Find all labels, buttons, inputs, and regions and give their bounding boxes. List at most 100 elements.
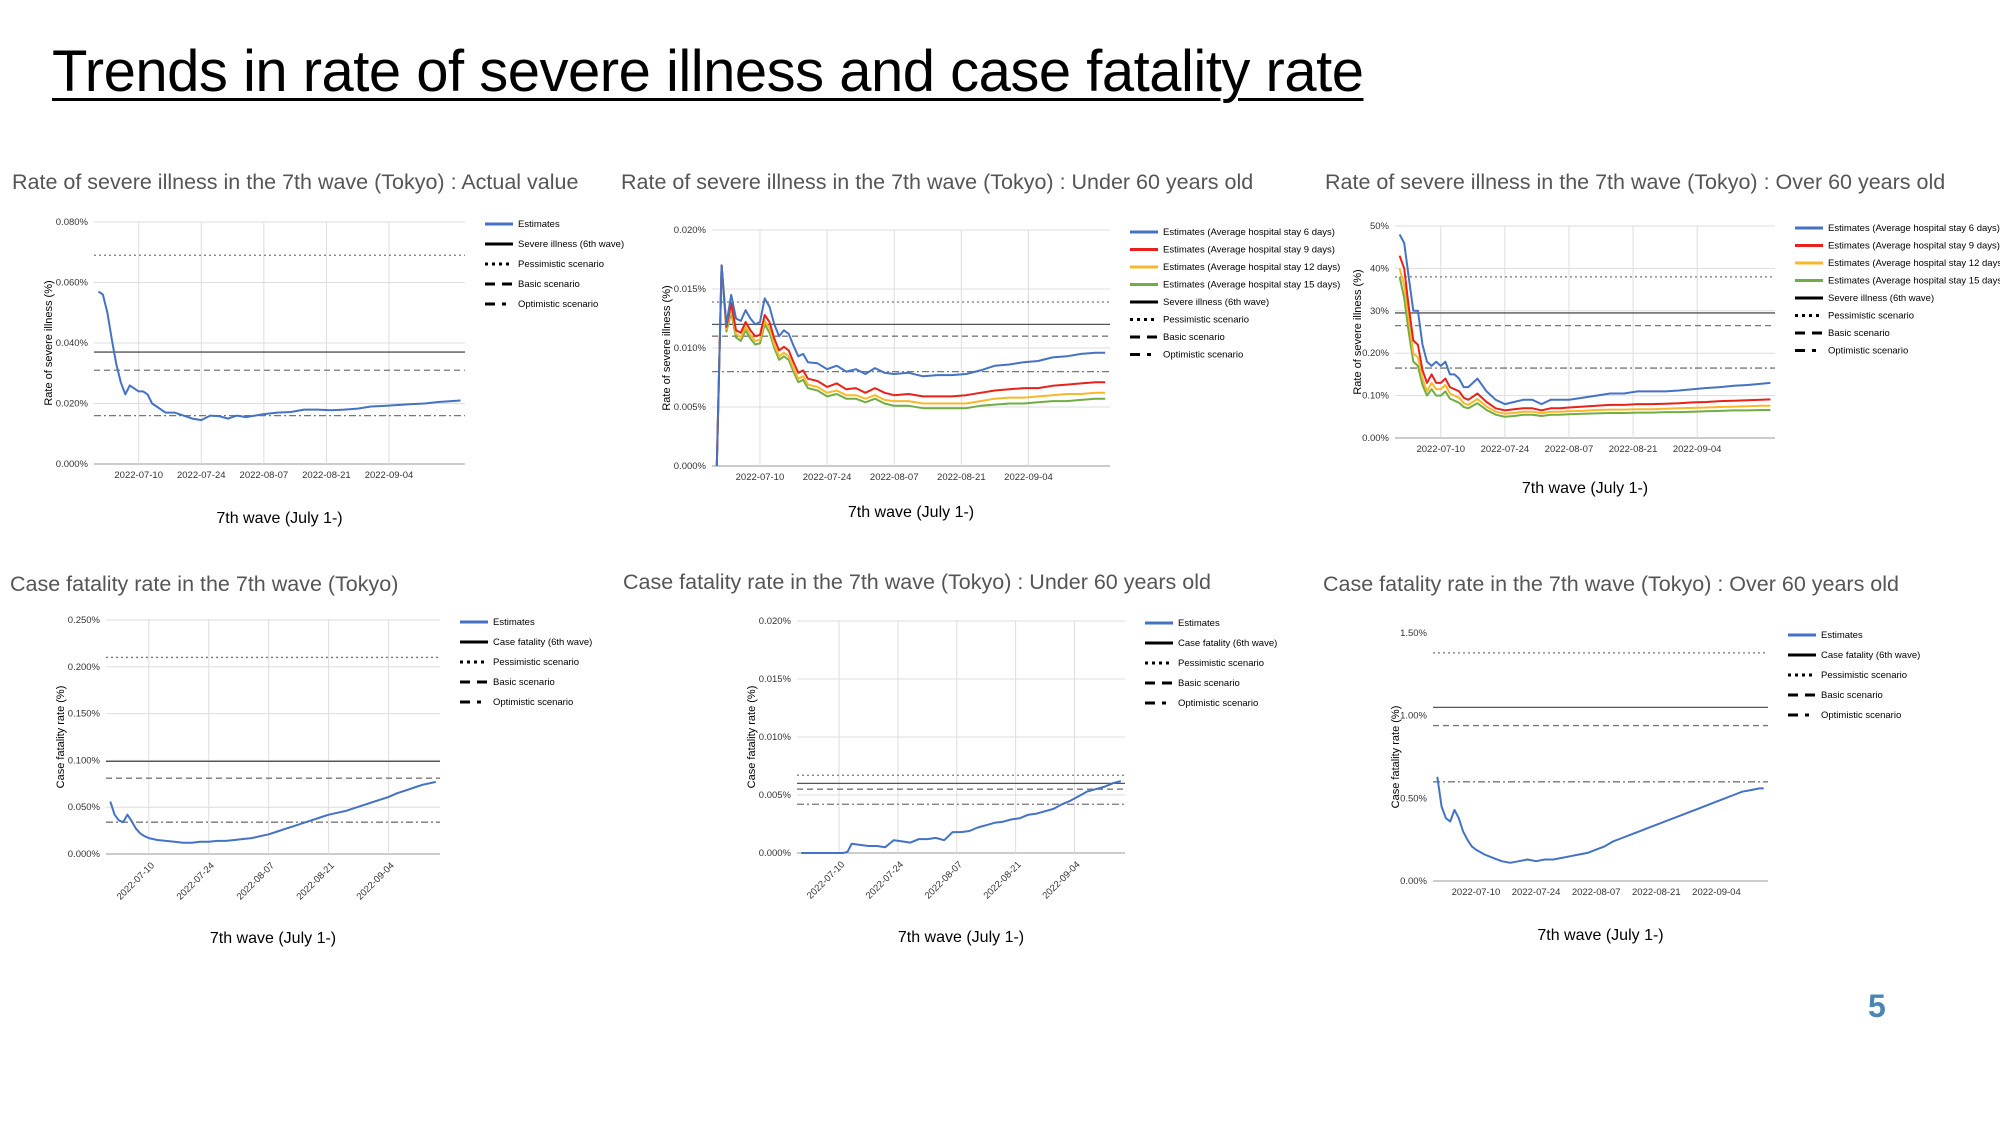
legend-label: Estimates (Average hospital stay 6 days)	[1163, 227, 1335, 238]
x-axis-title: 7th wave (July 1-)	[1522, 480, 1648, 497]
series-line-estimates	[109, 780, 436, 844]
y-tick-label: 0.050%	[68, 802, 101, 813]
legend-label: Pessimistic scenario	[493, 657, 579, 668]
legend-label: Optimistic scenario	[1821, 710, 1901, 721]
legend-label: Optimistic scenario	[1163, 350, 1243, 361]
x-tick-label: 2022-08-07	[240, 470, 289, 481]
series-line-estimates-average-hospital-stay-6-days	[1398, 234, 1771, 406]
x-tick-label: 2022-07-10	[1416, 444, 1465, 455]
x-tick-label: 2022-07-10	[805, 859, 847, 901]
y-tick-label: 50%	[1370, 221, 1390, 232]
y-tick-label: 0.020%	[674, 225, 707, 236]
chart-6-title: Case fatality rate in the 7th wave (Toky…	[1323, 572, 1899, 596]
legend-label: Basic scenario	[518, 279, 580, 290]
legend-label: Estimates (Average hospital stay 15 days…	[1828, 276, 2000, 287]
legend-label: Case fatality (6th wave)	[1178, 638, 1277, 649]
legend-label: Basic scenario	[1821, 690, 1883, 701]
y-axis-title: Rate of severe illness (%)	[661, 285, 673, 410]
legend-label: Estimates	[1821, 630, 1863, 641]
x-tick-label: 2022-08-21	[937, 472, 986, 483]
y-tick-label: 0.005%	[674, 402, 707, 413]
x-tick-label: 2022-07-24	[1512, 887, 1561, 898]
x-tick-label: 2022-07-24	[1481, 444, 1530, 455]
legend-label: Basic scenario	[1178, 678, 1240, 689]
y-tick-label: 0.10%	[1362, 391, 1389, 402]
x-axis-title: 7th wave (July 1-)	[216, 510, 342, 527]
x-tick-label: 2022-08-07	[1572, 887, 1621, 898]
x-tick-label: 2022-08-21	[982, 859, 1024, 901]
x-tick-label: 2022-08-07	[923, 859, 965, 901]
legend-label: Estimates (Average hospital stay 9 days)	[1828, 241, 2000, 252]
x-tick-label: 2022-08-07	[235, 860, 277, 902]
chart-5-title: Case fatality rate in the 7th wave (Toky…	[623, 570, 1211, 594]
legend-label: Severe illness (6th wave)	[1163, 297, 1269, 308]
x-tick-label: 2022-09-04	[1041, 859, 1083, 901]
y-tick-label: 0.020%	[759, 616, 792, 627]
legend-label: Pessimistic scenario	[518, 259, 604, 270]
y-tick-label: 40%	[1370, 263, 1390, 274]
legend-label: Pessimistic scenario	[1821, 670, 1907, 681]
legend-label: Pessimistic scenario	[1828, 311, 1914, 322]
y-tick-label: 0.20%	[1362, 348, 1389, 359]
y-tick-label: 0.150%	[68, 709, 101, 720]
y-tick-label: 0.015%	[759, 674, 792, 685]
series-line-estimates-average-hospital-stay-12-days	[715, 264, 1106, 467]
chart-4-title: Case fatality rate in the 7th wave (Toky…	[10, 572, 399, 596]
y-axis-title: Case fatality rate (%)	[746, 686, 758, 789]
y-tick-label: 0.200%	[68, 662, 101, 673]
legend-label: Pessimistic scenario	[1163, 315, 1249, 326]
y-tick-label: 0.060%	[56, 278, 89, 289]
legend-label: Estimates	[518, 219, 560, 230]
y-axis-title: Rate of severe illness (%)	[43, 280, 55, 405]
y-axis-title: Rate of severe illness (%)	[1352, 269, 1364, 394]
y-tick-label: 30%	[1370, 306, 1390, 317]
series-line-estimates	[97, 290, 461, 422]
series-line-estimates	[801, 780, 1122, 854]
x-tick-label: 2022-07-10	[115, 860, 157, 902]
y-tick-label: 0.080%	[56, 217, 89, 228]
legend-label: Case fatality (6th wave)	[493, 637, 592, 648]
x-tick-label: 2022-07-24	[177, 470, 226, 481]
x-tick-label: 2022-08-21	[295, 860, 337, 902]
page-number: 5	[1868, 988, 1886, 1024]
y-tick-label: 0.00%	[1362, 433, 1389, 444]
legend-label: Estimates (Average hospital stay 12 days…	[1828, 258, 2000, 269]
series-line-estimates-average-hospital-stay-9-days	[1398, 255, 1771, 412]
x-tick-label: 2022-07-10	[1452, 887, 1501, 898]
y-tick-label: 0.000%	[674, 461, 707, 472]
y-tick-label: 0.00%	[1400, 876, 1427, 887]
x-axis-title: 7th wave (July 1-)	[848, 504, 974, 521]
y-tick-label: 0.015%	[674, 284, 707, 295]
y-tick-label: 0.000%	[56, 459, 89, 470]
x-tick-label: 2022-09-04	[355, 860, 397, 902]
legend-label: Case fatality (6th wave)	[1821, 650, 1920, 661]
legend-label: Estimates (Average hospital stay 9 days)	[1163, 245, 1335, 256]
x-tick-label: 2022-07-10	[736, 472, 785, 483]
series-line-estimates	[1436, 776, 1764, 864]
legend-label: Estimates	[493, 617, 535, 628]
x-axis-title: 7th wave (July 1-)	[1537, 927, 1663, 944]
x-tick-label: 2022-07-24	[803, 472, 852, 483]
legend-label: Pessimistic scenario	[1178, 658, 1264, 669]
y-tick-label: 1.50%	[1400, 628, 1427, 639]
chart-6-fatality-over-60: 0.00% 0.50% 1.00% 1.50% 2022-07-10 2022-07-24…	[1390, 628, 1920, 944]
chart-1-title: Rate of severe illness in the 7th wave (…	[12, 170, 579, 194]
chart-2-severe-illness-under-60: 0.000% 0.005% 0.010% 0.015% 0.020% 2022-07-10…	[661, 225, 1340, 521]
x-tick-label: 2022-09-04	[1692, 887, 1741, 898]
y-axis-title: Case fatality rate (%)	[1390, 706, 1402, 809]
y-tick-label: 0.100%	[68, 755, 101, 766]
y-tick-label: 0.020%	[56, 399, 89, 410]
legend-label: Estimates (Average hospital stay 15 days…	[1163, 280, 1340, 291]
legend-label: Estimates (Average hospital stay 12 days…	[1163, 262, 1340, 273]
series-line-estimates-average-hospital-stay-9-days	[715, 264, 1106, 467]
x-tick-label: 2022-09-04	[365, 470, 414, 481]
chart-4-fatality-actual: 0.000% 0.050% 0.100% 0.150% 0.200% 0.250% 2022…	[55, 615, 592, 947]
series-line-estimates-average-hospital-stay-6-days	[715, 264, 1106, 467]
y-tick-label: 0.000%	[759, 848, 792, 859]
legend-label: Basic scenario	[1828, 328, 1890, 339]
legend-label: Optimistic scenario	[1828, 346, 1908, 357]
x-tick-label: 2022-08-21	[1632, 887, 1681, 898]
x-axis-title: 7th wave (July 1-)	[898, 929, 1024, 946]
chart-5-fatality-under-60: 0.000% 0.005% 0.010% 0.015% 0.020% 2022-07-10…	[746, 616, 1277, 946]
legend-label: Optimistic scenario	[493, 697, 573, 708]
